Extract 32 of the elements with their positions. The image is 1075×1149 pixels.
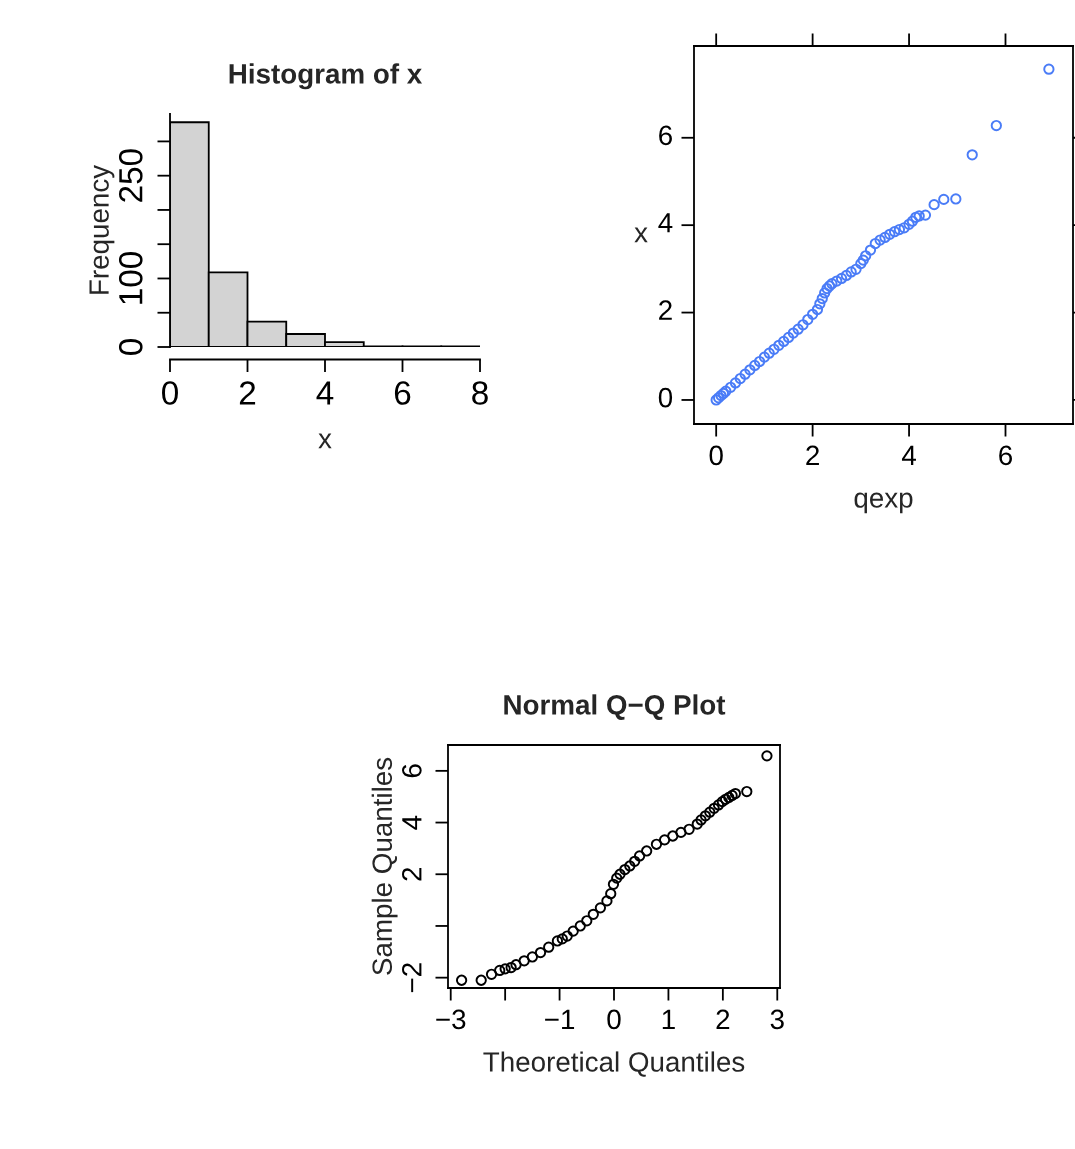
y-tick-label: 6 [659, 125, 672, 146]
x-tick-label: 6 [999, 445, 1012, 466]
x-tick-label: 0 [709, 445, 723, 466]
x-tick-label: 4 [901, 445, 916, 465]
x-tick-label: 2 [716, 1009, 730, 1029]
x-tick-label: 1 [662, 1009, 675, 1029]
x-tick-label: 2 [239, 381, 256, 405]
y-tick-label: 2 [402, 867, 422, 881]
y-tick-label: 2 [659, 300, 672, 320]
x-axis-title: qexp [854, 492, 913, 514]
y-tick-label: 250 [118, 149, 143, 202]
x-tick-label: 8 [472, 381, 488, 405]
x-tick-label: −3 [436, 1009, 466, 1030]
y-tick-label: 4 [402, 815, 422, 830]
chart-title: Histogram of x [229, 63, 423, 90]
x-axis-title: x [318, 433, 332, 449]
x-tick-label: 0 [607, 1009, 621, 1030]
y-axis-title: x [634, 227, 648, 243]
x-axis-title: Theoretical Quantiles [483, 1051, 745, 1077]
y-tick-label: 6 [402, 764, 422, 778]
y-axis-title: Frequency [89, 164, 115, 294]
x-tick-label: −1 [545, 1009, 575, 1029]
y-axis-title: Sample Quantiles [371, 757, 398, 975]
x-tick-label: 0 [162, 381, 178, 405]
y-tick-label: −2 [402, 963, 422, 993]
y-tick-label: 0 [118, 339, 143, 355]
x-tick-label: 3 [770, 1009, 784, 1030]
x-tick-label: 4 [316, 381, 334, 405]
x-tick-label: 2 [806, 445, 819, 465]
chart-title: Normal Q−Q Plot [504, 694, 726, 720]
y-tick-label: 4 [658, 213, 673, 233]
y-tick-label: 100 [118, 251, 143, 304]
